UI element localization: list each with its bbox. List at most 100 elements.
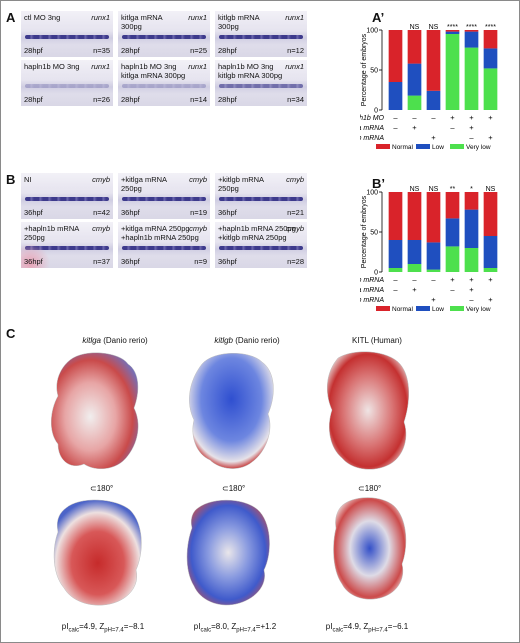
condition-mark: + <box>431 295 436 304</box>
condition-mark: – <box>393 275 398 284</box>
significance-label: NS <box>486 186 496 193</box>
condition-mark: + <box>488 295 493 304</box>
bar-segment-low <box>483 48 498 69</box>
bar-segment-low <box>445 218 460 247</box>
legend-label: Low <box>432 306 444 313</box>
bar-segment-normal <box>407 192 422 240</box>
rotation-label-2: ⊂180° <box>222 484 246 493</box>
bar-segment-very-low <box>464 47 479 110</box>
probe-label: runx1 <box>91 62 110 71</box>
probe-label: runx1 <box>188 62 207 71</box>
bar-segment-very-low <box>445 246 460 272</box>
stage-label: 36hpf <box>24 257 43 266</box>
condition-label: kitlga mRNA <box>121 13 163 22</box>
significance-label: NS <box>410 186 420 193</box>
condition-label-2: +hapln1b mRNA 250pg <box>121 233 199 242</box>
probe-label: cmyb <box>92 175 110 184</box>
bar-segment-normal <box>445 192 460 219</box>
stage-label: 36hpf <box>218 208 237 217</box>
structure-title-kitlga: kitlga (Danio rerio) <box>82 336 148 345</box>
bar-segment-normal <box>483 192 498 236</box>
pi-value-kitl-human: pIcalc=4.9, ZpH=7.4=−6.1 <box>325 622 409 634</box>
embryo-image-tile: +kitlga mRNA 250pg +hapln1b mRNA 250pg cmy… <box>117 221 211 269</box>
n-count: n=19 <box>190 208 207 217</box>
pi-value-kitlga: pIcalc=4.9, ZpH=7.4=−8.1 <box>61 622 145 634</box>
condition-label: hapln1b MO 3ng <box>218 62 274 71</box>
kitlga-surface-back <box>53 499 142 606</box>
condition-label-2: 250pg <box>218 184 239 193</box>
embryo-image-tile: kitlga mRNA 300pg runx1 28hpf n=25 <box>117 10 211 58</box>
legend-label: Very low <box>466 306 491 313</box>
condition-mark: – <box>431 275 436 284</box>
bar-segment-low <box>426 90 441 110</box>
condition-mark: – <box>393 123 398 132</box>
bar-segment-very-low <box>483 268 498 272</box>
condition-mark: – <box>393 113 398 122</box>
significance-label: **** <box>447 24 458 31</box>
condition-row-label: h1b MO <box>360 115 385 122</box>
kitl-human-surface-front <box>326 351 409 470</box>
bar-segment-very-low <box>464 248 479 272</box>
bar-segment-very-low <box>445 34 460 110</box>
stage-label: 36hpf <box>218 257 237 266</box>
y-axis-label: Percentage of embryos <box>361 195 368 268</box>
bar-segment-normal <box>426 192 441 243</box>
n-count: n=14 <box>190 95 207 104</box>
bar-segment-normal <box>483 30 498 49</box>
rotate-arrow-icon: ⊂ <box>222 484 229 493</box>
n-count: n=21 <box>287 208 304 217</box>
expression-signal <box>219 35 303 39</box>
chart-b-prime: Percentage of embryos050100––NS–+NS–+**+… <box>360 186 498 313</box>
condition-label: +kitlga mRNA 250pg <box>121 224 190 233</box>
condition-mark: – <box>393 285 398 294</box>
condition-mark: + <box>469 113 474 122</box>
condition-mark: + <box>431 133 436 142</box>
condition-row-label: ka mRNA <box>360 125 384 132</box>
condition-mark: – <box>412 275 417 284</box>
n-count: n=25 <box>190 46 207 55</box>
condition-mark: + <box>412 123 417 132</box>
stage-label: 28hpf <box>24 46 43 55</box>
condition-label: +hapln1b mRNA <box>24 224 80 233</box>
panel-label-a-prime: A’ <box>372 10 385 25</box>
embryo-trunk <box>118 80 210 94</box>
panel-label-b: B <box>6 172 16 187</box>
condition-row-label: kb mRNA <box>360 297 384 304</box>
n-count: n=34 <box>287 95 304 104</box>
stage-label: 28hpf <box>24 95 43 104</box>
expression-signal <box>25 35 109 39</box>
significance-label: * <box>470 186 473 193</box>
bar-segment-low <box>483 236 498 268</box>
bar-segment-normal <box>464 30 479 32</box>
embryo-image-tile: +hapln1b mRNA 250pg +kitlgb mRNA 250pg cmy… <box>214 221 308 269</box>
legend-swatch <box>376 144 390 149</box>
expression-signal <box>25 84 109 88</box>
probe-label: cmyb <box>92 224 110 233</box>
condition-label: NI <box>24 175 32 184</box>
embryo-image-tile: hapln1b MO 3ng kitlga mRNA 300pg runx1 28hp… <box>117 59 211 107</box>
n-count: n=28 <box>287 257 304 266</box>
bar-segment-very-low <box>483 68 498 110</box>
rotate-arrow-icon: ⊂ <box>90 484 97 493</box>
legend-label: Normal <box>392 306 414 313</box>
embryo-image-tile: +kitlgb mRNA 250pg cmyb 36hpf n=21 <box>214 172 308 220</box>
rotation-label-3: ⊂180° <box>358 484 382 493</box>
bar-segment-low <box>445 31 460 34</box>
legend-swatch <box>416 306 430 311</box>
legend-swatch <box>376 306 390 311</box>
condition-label-2: 250pg <box>121 184 142 193</box>
probe-label: runx1 <box>91 13 110 22</box>
condition-mark: + <box>488 133 493 142</box>
condition-mark: + <box>450 113 455 122</box>
probe-label: cmyb <box>286 175 304 184</box>
embryo-image-tile: hapln1b MO 3ng kitlgb mRNA 300pg runx1 28hp… <box>214 59 308 107</box>
embryo-image-tile: +kitlga mRNA 250pg cmyb 36hpf n=19 <box>117 172 211 220</box>
condition-mark: – <box>450 285 455 294</box>
panel-label-c: C <box>6 326 16 341</box>
embryo-image-tile: NI cmyb 36hpf n=42 <box>20 172 114 220</box>
condition-mark: + <box>469 275 474 284</box>
stage-label: 36hpf <box>24 208 43 217</box>
y-tick-label: 0 <box>374 108 378 115</box>
probe-label: cmyb <box>189 175 207 184</box>
bar-segment-normal <box>464 192 479 210</box>
